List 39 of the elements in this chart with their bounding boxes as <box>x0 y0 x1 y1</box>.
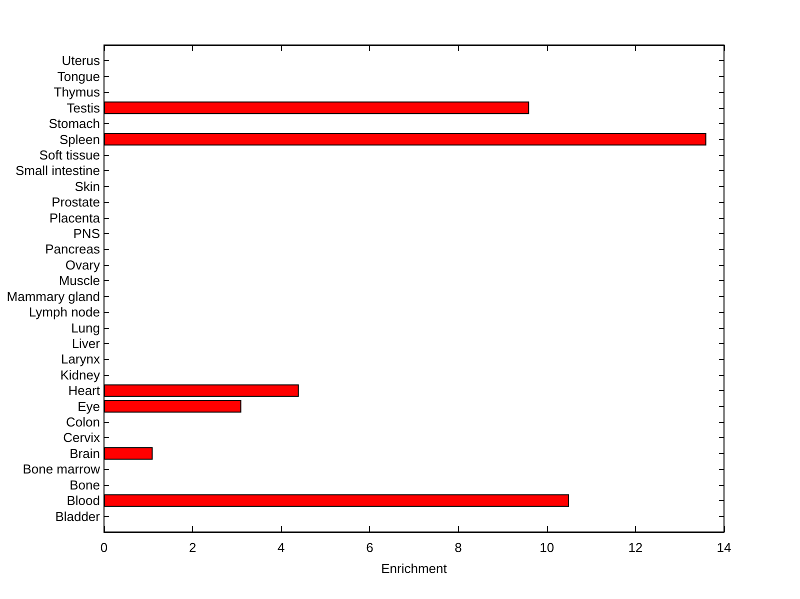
y-tick-label: Eye <box>78 398 100 414</box>
y-tick-label: Bone <box>70 477 100 492</box>
y-tick-label: Spleen <box>60 132 100 147</box>
y-tick-label: Stomach <box>48 116 100 132</box>
y-tick-label: Muscle <box>58 273 100 288</box>
y-tick-label: Lymph node <box>28 304 100 320</box>
x-axis-title: Enrichment <box>381 561 448 576</box>
y-tick-label: Brain <box>70 446 100 461</box>
x-tick-label: 4 <box>278 540 285 555</box>
y-tick-label: Uterus <box>62 53 100 68</box>
y-tick-label: Skin <box>74 178 100 194</box>
y-tick-label: Pancreas <box>45 242 100 257</box>
x-tick-label: 2 <box>188 540 196 555</box>
y-tick-label: Prostate <box>52 194 100 210</box>
x-tick-label: 12 <box>628 540 643 555</box>
y-tick-label: Colon <box>66 414 100 430</box>
x-tick-label: 8 <box>454 540 462 555</box>
y-tick-label: Testis <box>66 100 100 116</box>
y-tick-label: Small intestine <box>15 163 100 178</box>
y-tick-label: Tongue <box>57 68 100 84</box>
x-tick-label: 10 <box>540 540 554 555</box>
y-tick-label: Liver <box>72 336 101 351</box>
x-tick-label: 0 <box>100 540 108 555</box>
y-tick-label: Soft tissue <box>39 147 100 162</box>
y-tick-label: Cervix <box>63 430 100 446</box>
y-tick-label: Thymus <box>54 84 100 100</box>
y-tick-label: Lung <box>71 320 100 336</box>
y-tick-label: Kidney <box>60 367 100 382</box>
y-tick-label: Bladder <box>55 508 101 524</box>
y-tick-label: Mammary gland <box>6 288 100 304</box>
y-tick-label: Ovary <box>65 257 100 272</box>
y-tick-label: Larynx <box>60 352 100 367</box>
y-tick-label: PNS <box>73 226 100 242</box>
y-tick-label: Blood <box>66 493 100 508</box>
y-tick-label: Heart <box>68 383 100 398</box>
x-tick-label: 6 <box>366 540 374 555</box>
y-tick-label: Bone marrow <box>22 462 101 477</box>
y-tick-label: Placenta <box>49 210 101 226</box>
x-tick-label: 14 <box>716 540 732 555</box>
